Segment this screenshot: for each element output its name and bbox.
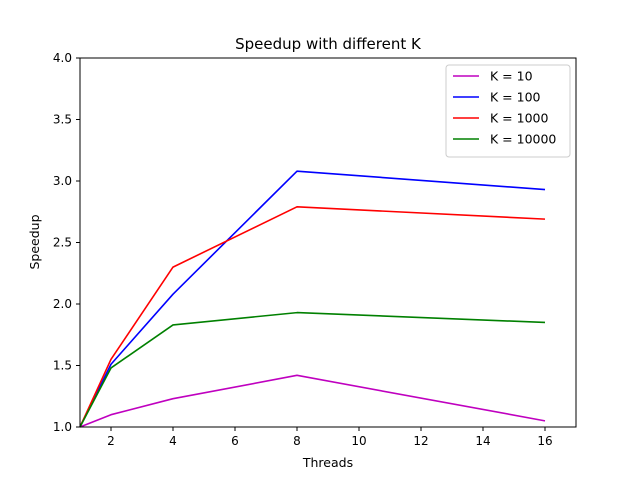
- y-tick-label: 4.0: [53, 51, 72, 65]
- legend-box: [445, 64, 571, 158]
- series-line-4: [79, 311, 546, 428]
- y-tick-label: 2.5: [53, 236, 72, 250]
- y-axis-label: Speedup: [27, 214, 42, 269]
- chart-title: Speedup with different K: [235, 35, 422, 53]
- x-axis-ticks: 2 4 6 8 10 12 14 16: [107, 427, 553, 448]
- x-tick-label: 16: [537, 434, 552, 448]
- x-tick-label: 6: [231, 434, 239, 448]
- legend-label: K = 10000: [490, 132, 556, 147]
- y-tick-label: 2.0: [53, 297, 72, 311]
- series-line-3: [79, 206, 546, 428]
- x-tick-label: 14: [475, 434, 490, 448]
- y-tick-label: 1.0: [53, 420, 72, 434]
- legend: K = 10 K = 100 K = 1000 K = 10000: [445, 64, 571, 158]
- y-tick-label: 1.5: [53, 359, 72, 373]
- series-line-1: [79, 374, 546, 428]
- series-layer: [79, 170, 546, 428]
- series-line-2: [79, 170, 546, 428]
- y-tick-label: 3.5: [53, 113, 72, 127]
- legend-label: K = 1000: [490, 111, 548, 126]
- y-axis-ticks: 1.0 1.5 2.0 2.5 3.0 3.5 4.0: [53, 51, 80, 434]
- legend-label: K = 10: [490, 69, 533, 84]
- x-tick-label: 8: [293, 434, 301, 448]
- x-tick-label: 10: [351, 434, 366, 448]
- x-axis-label: Threads: [302, 455, 353, 470]
- x-tick-label: 12: [413, 434, 428, 448]
- x-tick-label: 2: [107, 434, 115, 448]
- x-tick-label: 4: [169, 434, 177, 448]
- y-tick-label: 3.0: [53, 174, 72, 188]
- legend-label: K = 100: [490, 90, 541, 105]
